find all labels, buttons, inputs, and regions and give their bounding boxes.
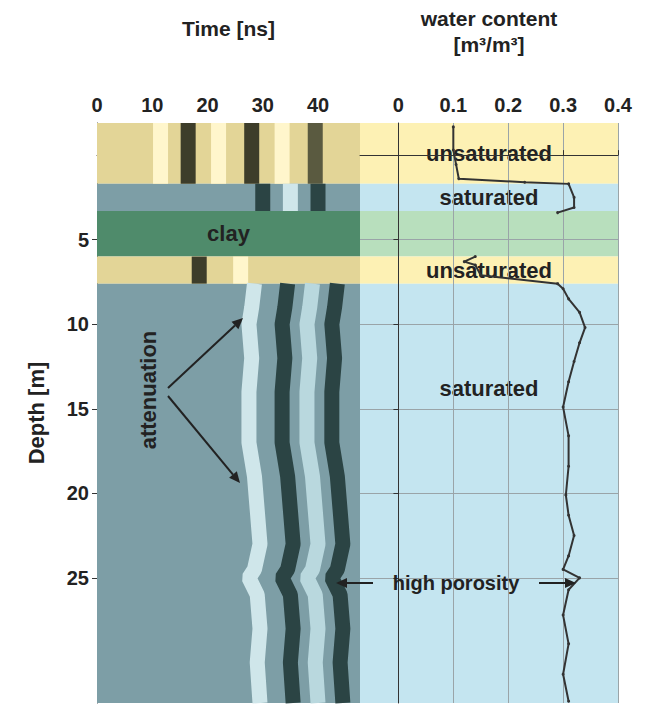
svg-text:saturated: saturated [439, 376, 538, 401]
svg-text:high porosity: high porosity [393, 572, 521, 594]
svg-text:15: 15 [67, 398, 89, 420]
svg-text:Time [ns]: Time [ns] [182, 17, 275, 40]
svg-text:10: 10 [141, 94, 163, 116]
svg-text:unsaturated: unsaturated [426, 141, 552, 166]
svg-text:0: 0 [91, 94, 102, 116]
svg-text:Depth [m]: Depth [m] [24, 362, 49, 465]
svg-text:0.3: 0.3 [549, 94, 577, 116]
svg-text:20: 20 [67, 482, 89, 504]
svg-text:25: 25 [67, 567, 89, 589]
svg-text:saturated: saturated [439, 185, 538, 210]
svg-text:0.2: 0.2 [494, 94, 522, 116]
svg-text:attenuation: attenuation [136, 331, 161, 450]
svg-text:0: 0 [393, 94, 404, 116]
svg-text:30: 30 [252, 94, 274, 116]
svg-text:5: 5 [78, 229, 89, 251]
svg-text:0.1: 0.1 [439, 94, 467, 116]
svg-text:clay: clay [207, 221, 251, 246]
svg-text:20: 20 [196, 94, 218, 116]
svg-text:0.4: 0.4 [604, 94, 633, 116]
svg-text:unsaturated: unsaturated [426, 258, 552, 283]
svg-text:water content: water content [420, 7, 558, 30]
svg-text:40: 40 [307, 94, 329, 116]
svg-text:[m³/m³]: [m³/m³] [453, 33, 524, 56]
svg-text:10: 10 [67, 313, 89, 335]
